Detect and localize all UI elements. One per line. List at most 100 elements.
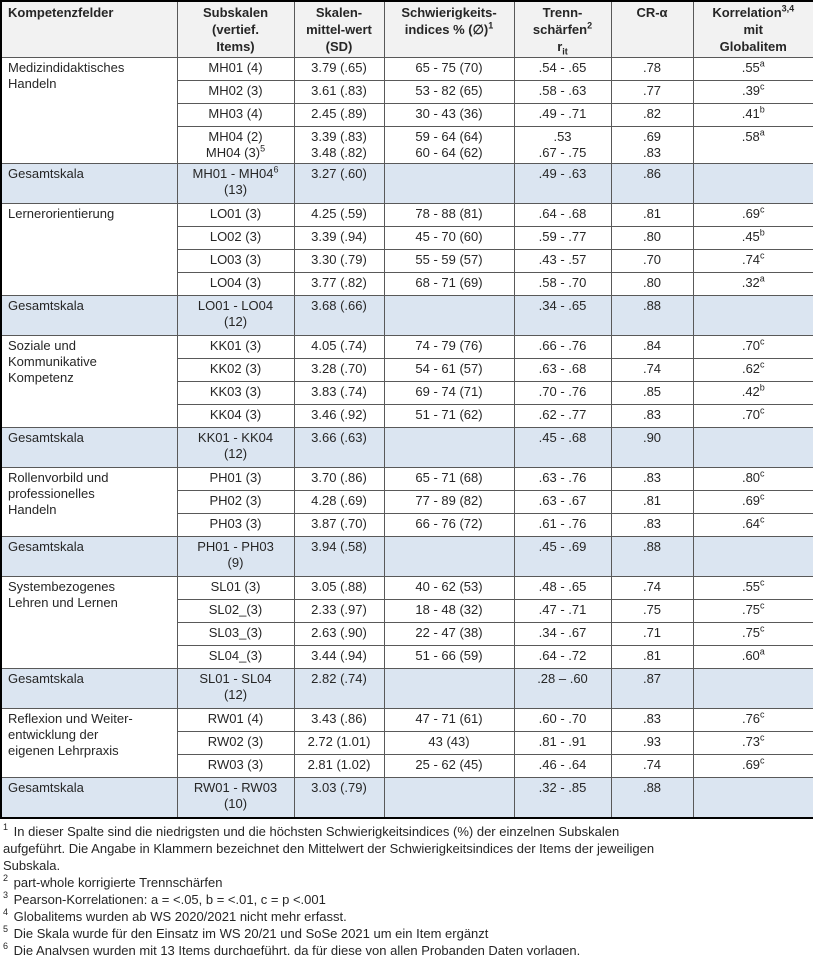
subscale-cell: RW02 (3) bbox=[176, 731, 295, 755]
correlation-cell: .64c bbox=[692, 513, 813, 537]
footnote-marker: 1 bbox=[3, 822, 9, 833]
subscale-cell: MH04 (2) MH04 (3)5 bbox=[176, 126, 295, 164]
mean-cell: 3.83 (.74) bbox=[293, 381, 385, 405]
discrimination-cell: .70 - .76 bbox=[513, 381, 612, 405]
difficulty-cell: 22 - 47 (38) bbox=[383, 622, 515, 646]
discrimination-cell: .47 - .71 bbox=[513, 599, 612, 623]
footnote-text: Die Analysen wurden mit 13 Items durchge… bbox=[13, 942, 581, 955]
correlation-cell: .32a bbox=[692, 272, 813, 296]
footnote-text: Pearson-Korrelationen: a = <.05, b = <.0… bbox=[13, 891, 326, 907]
subscale-row: SL04_(3) 3.44 (.94) 51 - 66 (59) .64 - .72.… bbox=[1, 645, 813, 669]
correlation-cell: .58a bbox=[692, 126, 813, 164]
footnote-text: part-whole korrigierte Trennschärfen bbox=[13, 874, 223, 890]
total-label-cell: Gesamtskala bbox=[0, 295, 178, 336]
total-row: Gesamtskala PH01 - PH03 (9) 3.94 (.58) .45 -… bbox=[0, 536, 813, 577]
total-mean-cell: 3.68 (.66) bbox=[293, 295, 385, 336]
total-correlation-cell bbox=[692, 777, 813, 818]
total-discrimination-cell: .45 - .68 bbox=[513, 427, 612, 468]
correlation-cell: .80c bbox=[692, 467, 813, 491]
discrimination-cell: .66 - .76 bbox=[513, 335, 612, 359]
difficulty-cell: 77 - 89 (82) bbox=[383, 490, 515, 514]
cr-alpha-cell: .83 bbox=[610, 404, 694, 428]
correlation-cell: .70c bbox=[692, 335, 813, 359]
cr-alpha-cell: .75 bbox=[610, 599, 694, 623]
subscale-row: KK03 (3) 3.83 (.74) 69 - 74 (71) .70 - .76.… bbox=[1, 381, 813, 405]
difficulty-cell: 45 - 70 (60) bbox=[383, 226, 515, 250]
table-header: Kompetenzfelder Subskalen (vertief. Items)… bbox=[0, 0, 813, 58]
correlation-cell: .39c bbox=[692, 80, 813, 104]
total-mean-cell: 3.27 (.60) bbox=[293, 163, 385, 204]
mean-cell: 3.43 (.86) bbox=[293, 708, 385, 732]
subscale-cell: LO03 (3) bbox=[176, 249, 295, 273]
cr-alpha-cell: .93 bbox=[610, 731, 694, 755]
mean-cell: 3.39 (.94) bbox=[293, 226, 385, 250]
footnote-text: Die Skala wurde für den Einsatz im WS 20… bbox=[13, 925, 489, 941]
difficulty-cell: 53 - 82 (65) bbox=[383, 80, 515, 104]
difficulty-cell: 59 - 64 (64) 60 - 64 (62) bbox=[383, 126, 515, 164]
cr-alpha-cell: .84 bbox=[610, 335, 694, 359]
cr-alpha-cell: .85 bbox=[610, 381, 694, 405]
difficulty-cell: 78 - 88 (81) bbox=[383, 203, 515, 227]
footnote-marker: 6 bbox=[3, 941, 9, 952]
discrimination-cell: .64 - .72 bbox=[513, 645, 612, 669]
total-correlation-cell bbox=[692, 427, 813, 468]
discrimination-cell: .58 - .63 bbox=[513, 80, 612, 104]
subscale-statistics-table: Kompetenzfelder Subskalen (vertief. Items)… bbox=[0, 0, 813, 819]
column-header-skalenmittelwert: Skalen-mittel-wert (SD) bbox=[293, 0, 385, 58]
cr-alpha-cell: .80 bbox=[610, 272, 694, 296]
footnote-marker: 4 bbox=[3, 907, 9, 918]
discrimination-cell: .64 - .68 bbox=[513, 203, 612, 227]
mean-cell: 2.45 (.89) bbox=[293, 103, 385, 127]
total-cr-alpha-cell: .90 bbox=[610, 427, 694, 468]
difficulty-cell: 25 - 62 (45) bbox=[383, 754, 515, 778]
mean-cell: 3.79 (.65) bbox=[293, 57, 385, 81]
total-label-cell: Gesamtskala bbox=[0, 536, 178, 577]
total-mean-cell: 3.03 (.79) bbox=[293, 777, 385, 818]
difficulty-cell: 54 - 61 (57) bbox=[383, 358, 515, 382]
cr-alpha-cell: .83 bbox=[610, 513, 694, 537]
total-cr-alpha-cell: .88 bbox=[610, 536, 694, 577]
subscale-cell: MH02 (3) bbox=[176, 80, 295, 104]
discrimination-cell: .63 - .68 bbox=[513, 358, 612, 382]
total-discrimination-cell: .34 - .65 bbox=[513, 295, 612, 336]
cr-alpha-cell: .83 bbox=[610, 708, 694, 732]
total-row: Gesamtskala MH01 - MH046 (13) 3.27 (.60) .49… bbox=[0, 163, 813, 204]
total-discrimination-cell: .28 – .60 bbox=[513, 668, 612, 709]
total-cr-alpha-cell: .87 bbox=[610, 668, 694, 709]
difficulty-cell: 40 - 62 (53) bbox=[383, 576, 515, 600]
competence-field-cell: Lernerorientierung bbox=[0, 203, 178, 296]
cr-alpha-cell: .83 bbox=[610, 467, 694, 491]
cr-alpha-cell: .77 bbox=[610, 80, 694, 104]
total-difficulty-cell bbox=[383, 536, 515, 577]
footnote-text: In dieser Spalte sind die niedrigsten un… bbox=[3, 823, 655, 873]
difficulty-cell: 66 - 76 (72) bbox=[383, 513, 515, 537]
correlation-cell: .41b bbox=[692, 103, 813, 127]
subscale-cell: SL04_(3) bbox=[176, 645, 295, 669]
correlation-cell: .69c bbox=[692, 203, 813, 227]
correlation-cell: .75c bbox=[692, 622, 813, 646]
subscale-cell: RW03 (3) bbox=[176, 754, 295, 778]
correlation-cell: .55c bbox=[692, 576, 813, 600]
difficulty-cell: 65 - 71 (68) bbox=[383, 467, 515, 491]
subscale-row: LO02 (3) 3.39 (.94) 45 - 70 (60) .59 - .77.… bbox=[1, 226, 813, 250]
mean-cell: 3.77 (.82) bbox=[293, 272, 385, 296]
cr-alpha-cell: .74 bbox=[610, 754, 694, 778]
total-cr-alpha-cell: .86 bbox=[610, 163, 694, 204]
total-difficulty-cell bbox=[383, 163, 515, 204]
correlation-cell: .45b bbox=[692, 226, 813, 250]
footnote-text: Globalitems wurden ab WS 2020/2021 nicht… bbox=[13, 908, 347, 924]
cr-alpha-cell: .81 bbox=[610, 645, 694, 669]
discrimination-cell: .43 - .57 bbox=[513, 249, 612, 273]
subscale-cell: MH01 (4) bbox=[176, 57, 295, 81]
table-body: Medizindidaktisches Handeln MH01 (4) 3.79 (… bbox=[0, 57, 813, 818]
subscale-row: MH04 (2) MH04 (3)5 3.39 (.83) 3.48 (.82) 59 … bbox=[1, 126, 813, 164]
difficulty-cell: 18 - 48 (32) bbox=[383, 599, 515, 623]
subscale-row: RW03 (3) 2.81 (1.02) 25 - 62 (45) .46 - .64… bbox=[1, 754, 813, 778]
footnote: 3 Pearson-Korrelationen: a = <.05, b = <… bbox=[3, 891, 809, 908]
difficulty-cell: 65 - 75 (70) bbox=[383, 57, 515, 81]
footnote: 1 In dieser Spalte sind die niedrigsten … bbox=[3, 823, 809, 874]
correlation-cell: .73c bbox=[692, 731, 813, 755]
footnote-marker: 5 bbox=[3, 924, 9, 935]
cr-alpha-cell: .82 bbox=[610, 103, 694, 127]
